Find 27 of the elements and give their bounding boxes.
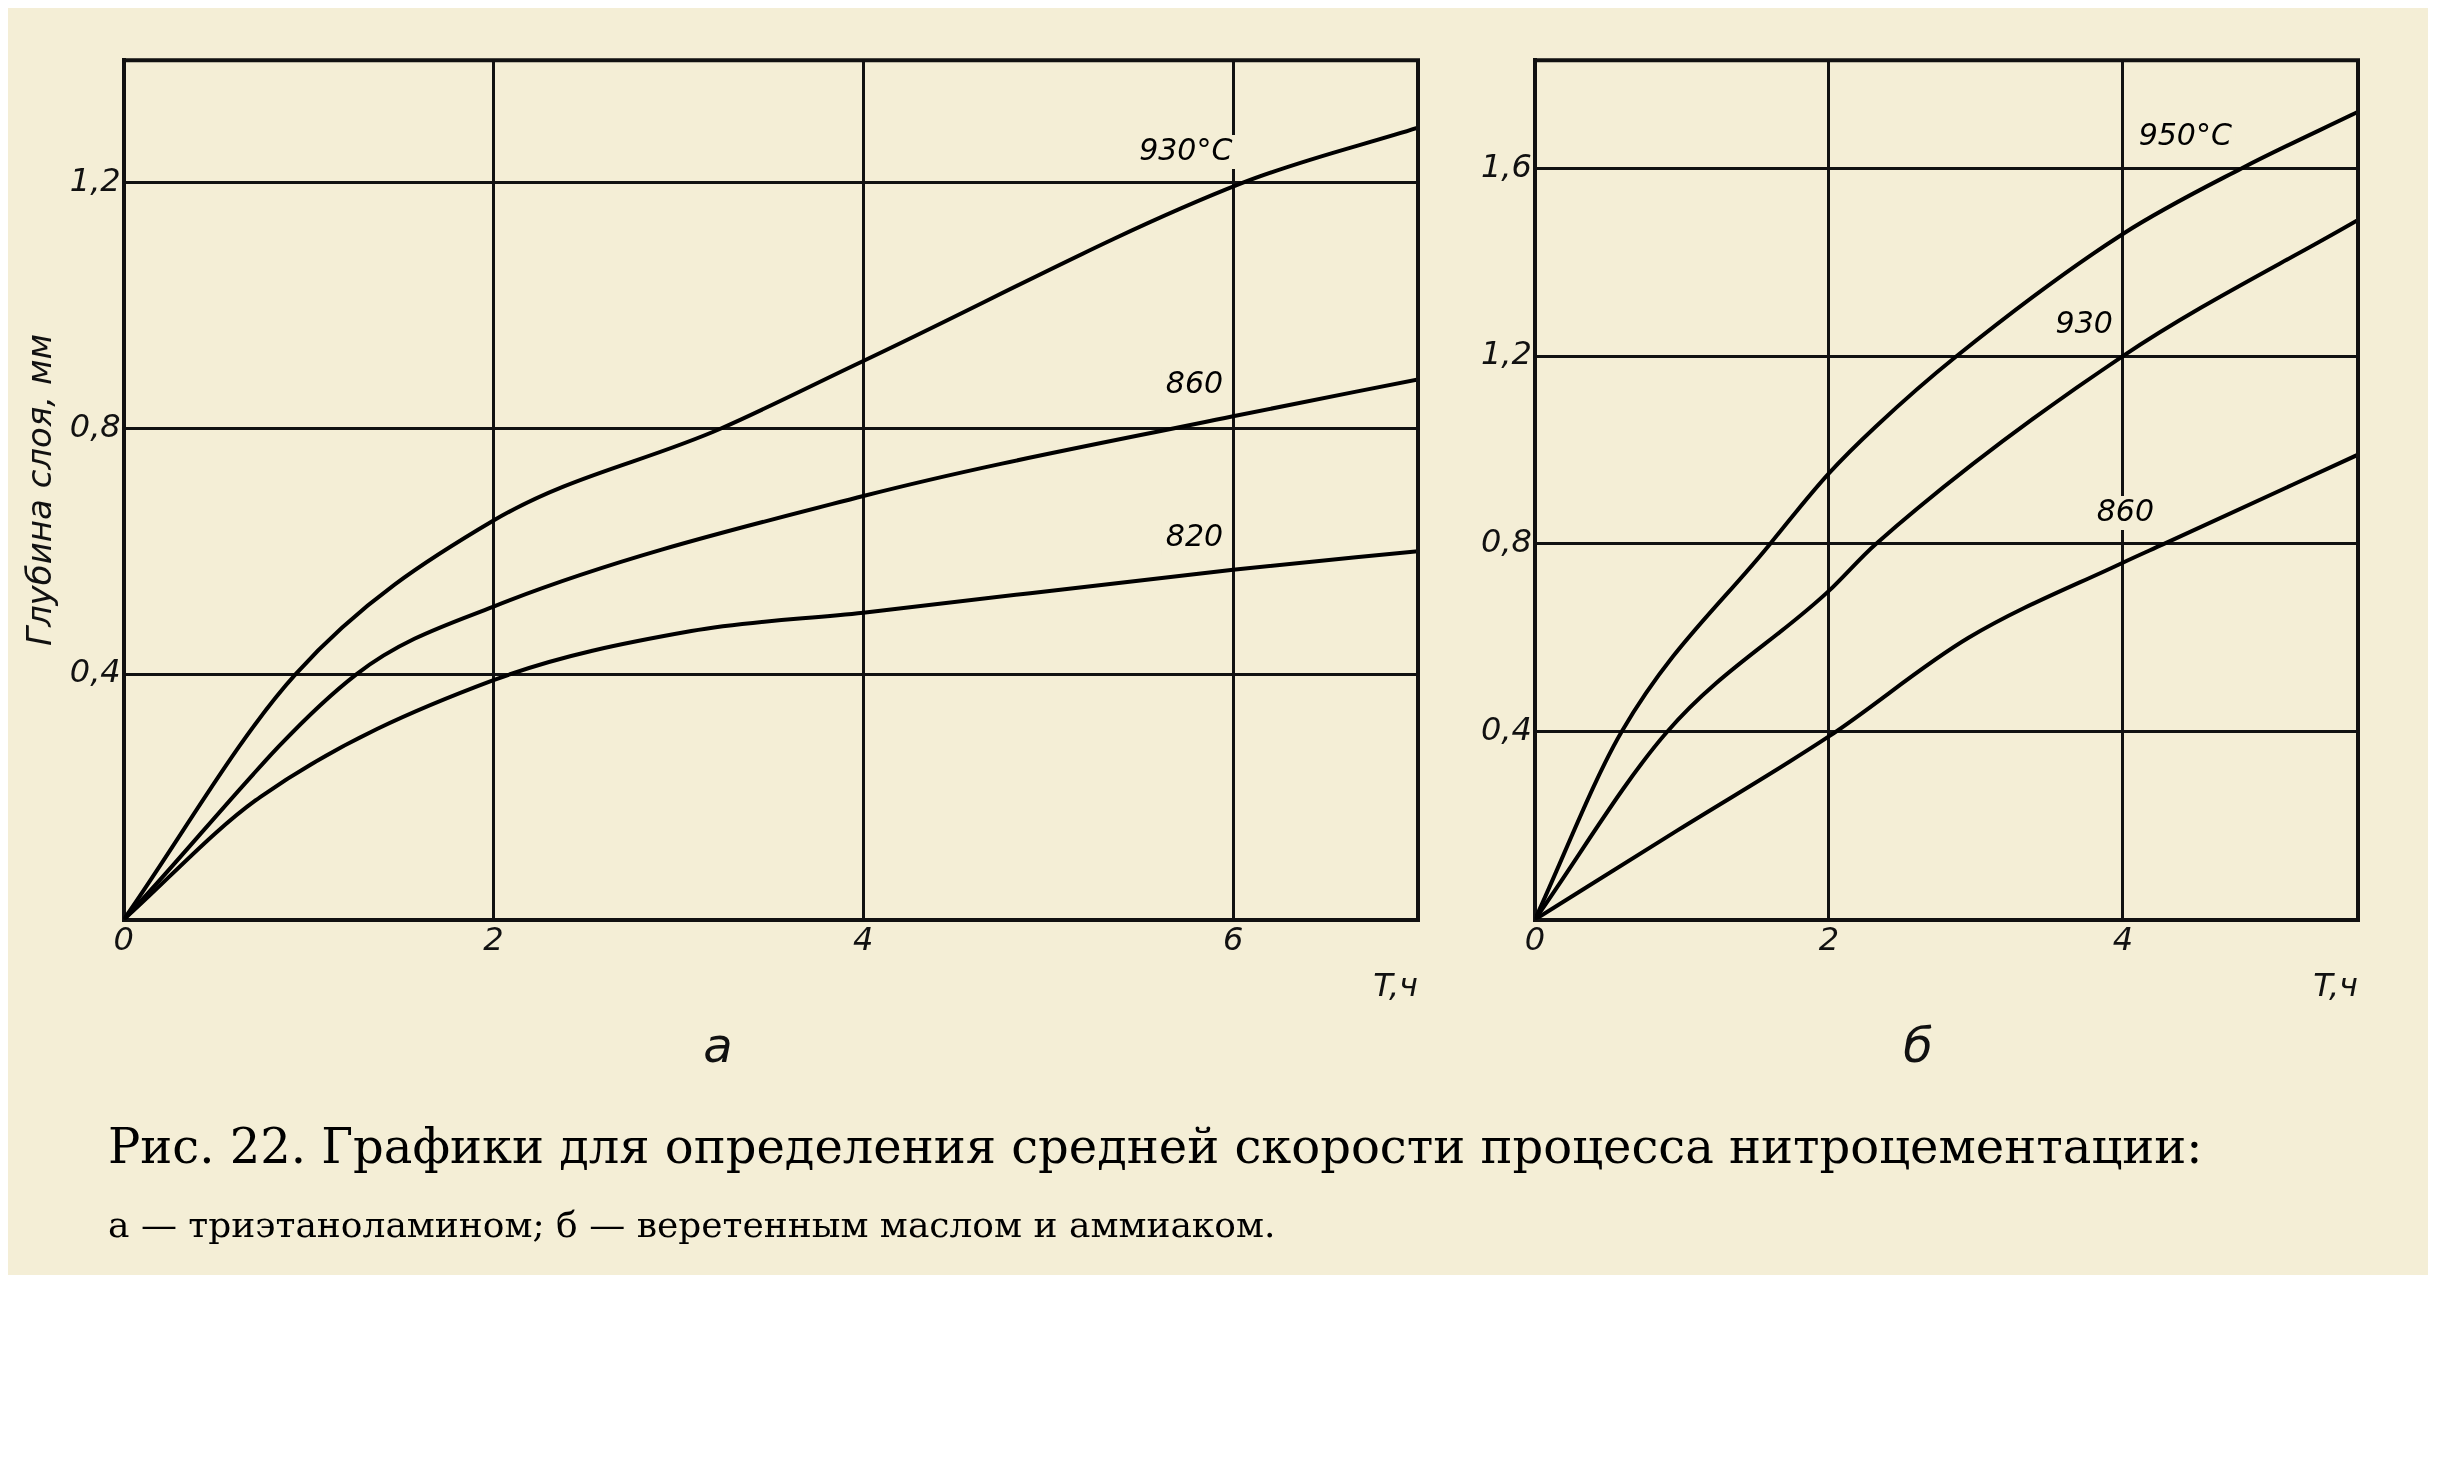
x-tick-label: 4 [2112, 920, 2134, 959]
x-tick-label: 2 [483, 920, 504, 959]
x-tick-label: 0 [1524, 920, 1546, 959]
text: а [703, 1016, 733, 1073]
y-tick-label: 1,2 [1481, 334, 1532, 373]
series-label: 950°C [2138, 117, 2232, 153]
x-axis-title: T,ч [2313, 965, 2358, 1004]
y-tick-label: 0,8 [69, 406, 121, 445]
y-axis-title: Глубина слоя, мм [19, 333, 60, 647]
series-label: 820 [1165, 518, 1224, 554]
series-label: 860 [1165, 365, 1224, 401]
series-label: 860 [2096, 492, 2154, 528]
y-tick-label: 0,4 [1481, 710, 1532, 749]
y-tick-label: 0,4 [69, 652, 121, 691]
x-tick-label: 0 [113, 920, 134, 959]
y-tick-label: 1,2 [69, 161, 121, 200]
x-tick-label: 2 [1818, 920, 1840, 959]
x-tick-label: 6 [1222, 920, 1244, 959]
text: Рис. 22. Графики для определения средней скорости процесса нитроцементации: [108, 1118, 2204, 1174]
text: а — триэтаноламином; б — веретенным маслом и аммиаком. [108, 1204, 1277, 1245]
series-label: 930 [2055, 304, 2113, 340]
y-tick-label: 1,6 [1481, 146, 1532, 185]
x-tick-label: 4 [853, 920, 874, 959]
y-tick-label: 0,8 [1481, 522, 1532, 561]
text: б [1903, 1016, 1933, 1073]
series-label: 930°C [1139, 131, 1233, 167]
x-axis-title: T,ч [1373, 965, 1418, 1004]
